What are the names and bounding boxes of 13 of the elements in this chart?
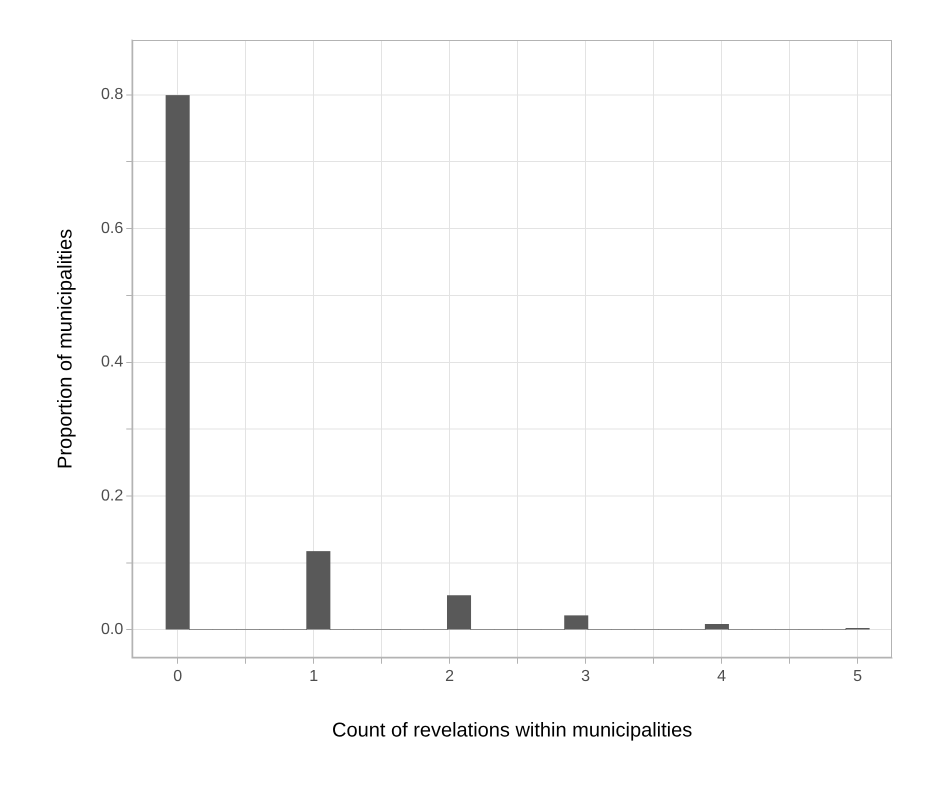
- y-axis-title: Proportion of municipalities: [54, 228, 77, 469]
- x-tick-label: 1: [309, 668, 318, 685]
- y-tick-label: 0.8: [100, 86, 124, 104]
- x-tick-label: 3: [581, 668, 590, 685]
- x-tick-label: 2: [445, 668, 454, 685]
- x-axis-title: Count of revelations within municipalities: [332, 720, 692, 742]
- x-tick-label: 4: [717, 668, 726, 685]
- x-tick-label: 5: [853, 668, 862, 685]
- y-tick-label: 0.2: [100, 487, 124, 504]
- y-tick-label: 0.0: [100, 621, 124, 638]
- y-tick-label: 0.6: [100, 220, 124, 237]
- y-tick-label: 0.4: [100, 354, 124, 371]
- x-tick-label: 0: [173, 668, 182, 685]
